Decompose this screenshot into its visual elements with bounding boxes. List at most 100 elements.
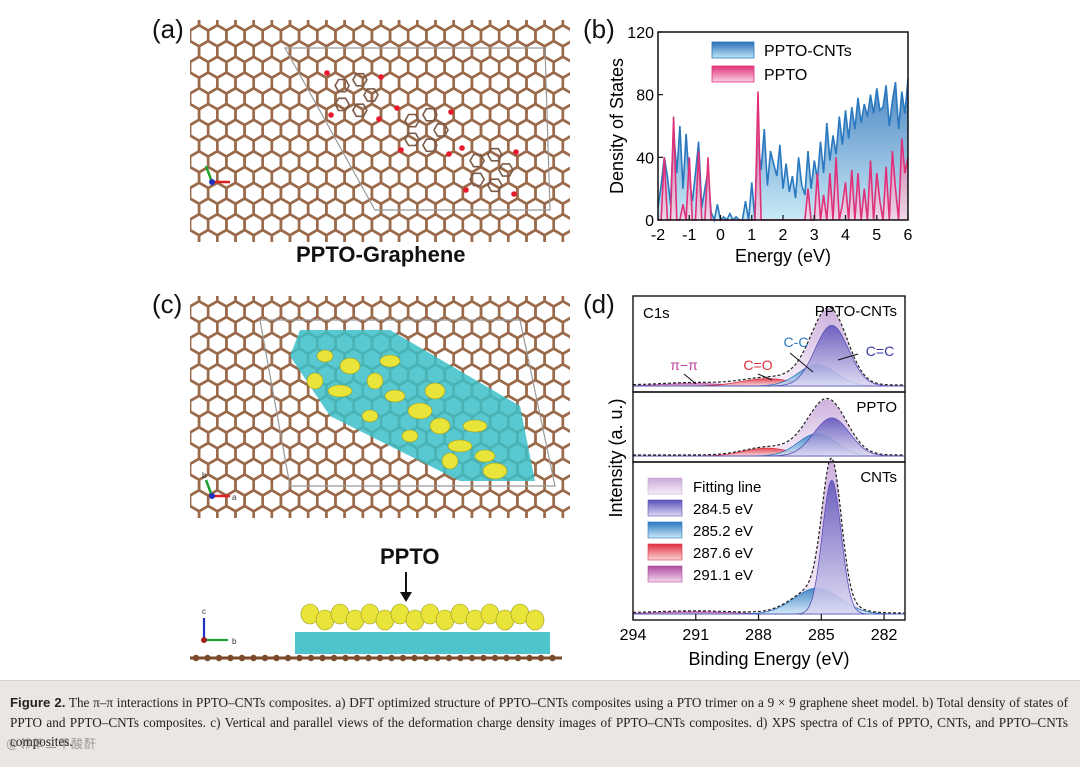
oxygen-atom: [513, 149, 519, 155]
graphene-ring: [252, 228, 274, 242]
axis-origin: [209, 493, 215, 499]
dos-chart: -2 -1 0 1 2 3 4 5 6 0 40 80 120 Energy (eV) Density of…: [607, 25, 913, 266]
axis-c-label: c: [202, 607, 206, 616]
dos-xtick-label: 2: [779, 227, 788, 244]
carbon-atom: [537, 654, 545, 662]
oxygen-atom: [459, 145, 465, 151]
graphene-ring: [506, 228, 528, 242]
graphene-ring: [215, 504, 237, 518]
watermark: @邻苯二甲酸酐: [6, 737, 98, 751]
graphene-ring: [361, 228, 383, 242]
charge-blob: [482, 462, 508, 480]
carbon-atom: [457, 654, 464, 662]
oxygen-atom: [511, 191, 517, 197]
xps-xtick-label: 288: [745, 627, 772, 644]
dos-xlabel: Energy (eV): [735, 246, 831, 266]
carbon-atom: [192, 654, 200, 662]
ppto-ring: [498, 163, 514, 177]
graphene-ring: [343, 504, 365, 518]
xps-peak-284.5: [633, 479, 905, 615]
ppto-side-title: PPTO: [380, 544, 440, 569]
charge-blob: [407, 402, 433, 420]
xps-xtick-label: 291: [682, 627, 709, 644]
carbon-atom: [514, 654, 522, 662]
dos-xtick-label: 6: [904, 227, 913, 244]
dos-ytick-label: 120: [627, 25, 654, 42]
ppto-ring: [469, 172, 486, 187]
carbon-atom: [376, 654, 384, 662]
graphene-ring: [543, 504, 565, 518]
annotation-arrow: [837, 353, 859, 361]
graphene-ring: [270, 228, 292, 242]
ppto-ring: [486, 147, 503, 162]
axis-b-label: b: [232, 637, 237, 646]
charge-blob: [474, 449, 496, 463]
carbon-atom: [480, 654, 487, 662]
panel-a-label: (a): [152, 14, 184, 44]
carbon-atom: [434, 654, 441, 662]
graphene-ring: [434, 228, 456, 242]
graphene-ring: [434, 504, 456, 518]
graphene-ring: [397, 228, 419, 242]
graphene-ring: [452, 228, 474, 242]
xps-legend-swatch: [647, 521, 683, 539]
xps-legend-label: 284.5 eV: [693, 501, 753, 518]
ppto-ring: [486, 178, 503, 193]
figure-caption: Figure 2. The π–π interactions in PPTO–C…: [10, 693, 1068, 752]
charge-blob: [379, 354, 401, 368]
carbon-atom: [353, 654, 361, 662]
ppto-ring: [351, 103, 368, 118]
xps-subplot-frame: [632, 461, 906, 621]
oxygen-atom: [398, 147, 404, 153]
xps-title: C1s: [643, 305, 670, 322]
xps-annotation: C=O: [743, 357, 772, 373]
graphene-ring: [197, 228, 219, 242]
xps-legend-swatch: [647, 543, 683, 561]
graphene-ring: [306, 228, 328, 242]
charge-blob: [327, 384, 353, 398]
charge-blob: [306, 372, 324, 390]
graphene-ring: [416, 228, 437, 242]
dos-legend-label: PPTO: [764, 67, 807, 84]
oxygen-atom: [463, 187, 469, 193]
dos-ytick-label: 0: [645, 213, 654, 230]
carbon-atom: [296, 654, 303, 662]
ppto-ring: [404, 113, 421, 128]
carbon-atom: [215, 654, 223, 662]
graphene-ring: [470, 504, 492, 518]
graphene-ring: [361, 504, 383, 518]
carbon-atom: [388, 654, 395, 662]
graphene-ring: [379, 228, 401, 242]
graphene-ring: [197, 504, 219, 518]
xps-fitting-line: [633, 306, 905, 386]
caption-label: Figure 2.: [10, 695, 66, 710]
xps-chart: PPTO-CNTs PPTO CNTs C1s π−π C=O C-C C=C 294 291 28…: [606, 295, 906, 669]
oxygen-atom: [328, 112, 334, 118]
xps-legend-label: 285.2 eV: [693, 523, 753, 540]
graphene-ring: [397, 504, 419, 518]
charge-blob: [366, 372, 384, 390]
carbon-atom: [204, 654, 211, 662]
carbon-atom: [319, 654, 326, 662]
graphene-ring: [288, 228, 310, 242]
carbon-atom: [227, 654, 234, 662]
panel-b-label: (b): [583, 14, 615, 44]
graphene-ring: [252, 504, 274, 518]
xps-xtick-label: 285: [808, 627, 835, 644]
graphene-ring: [470, 228, 492, 242]
ppto-ring: [334, 78, 351, 93]
graphene-ring: [488, 504, 510, 518]
carbon-atom: [250, 654, 257, 662]
carbon-atom: [526, 654, 533, 662]
xps-peak-284.5: [633, 417, 905, 457]
carbon-atom: [468, 654, 476, 662]
xps-subplot-name: PPTO-CNTs: [815, 303, 897, 320]
axis-origin: [201, 637, 207, 643]
dos-xtick-label: -2: [651, 227, 665, 244]
dos-ytick-label: 40: [636, 150, 654, 167]
ppto-ring: [404, 132, 421, 147]
graphene-ring: [488, 228, 510, 242]
dos-xtick-label: -1: [682, 227, 696, 244]
dos-ylabel: Density of States: [607, 58, 627, 194]
carbon-atom: [445, 654, 453, 662]
